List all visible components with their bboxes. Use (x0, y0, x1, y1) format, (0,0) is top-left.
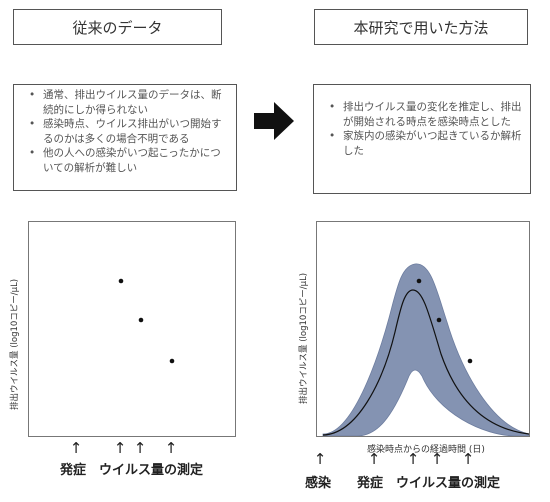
viral-load-measurement-label: ウイルス量の測定 (396, 476, 501, 491)
this-study-note-item: 家族内の感染がいつ起きているか解析した (329, 129, 524, 158)
time-since-infection-axis-label: 感染時点からの経過時間 (日) (367, 445, 485, 455)
measurement-arrow-icon: ↑ (164, 439, 178, 457)
conventional-notes-box: 通常、排出ウイルス量のデータは、断続的にしか得られない 感染時点、ウイルス排出が… (13, 84, 237, 191)
this-study-method-title: 本研究で用いた方法 (314, 9, 528, 45)
viral-load-measurement-label: ウイルス量の測定 (99, 463, 204, 478)
this-study-notes-list: 排出ウイルス量の変化を推定し、排出が開始される時点を感染時点とした 家族内の感染… (322, 100, 524, 158)
measurement-point (169, 358, 175, 364)
measurement-point (416, 278, 422, 284)
this-study-notes-box: 排出ウイルス量の変化を推定し、排出が開始される時点を感染時点とした 家族内の感染… (313, 84, 531, 194)
conventional-data-title-text: 従来のデータ (72, 18, 163, 37)
conventional-y-axis-label: 排出ウイルス量 (log10コピー/μL) (10, 278, 20, 410)
infection-arrow-icon: ↑ (313, 450, 327, 468)
onset-label: 発症 (357, 476, 384, 491)
measurement-point (138, 317, 144, 323)
right-arrow-icon (254, 102, 294, 140)
onset-arrow-icon: ↑ (69, 439, 83, 457)
conventional-note-item: 感染時点、ウイルス排出がいつ開始するのかは多くの場合不明である (29, 117, 230, 146)
estimated-plot-svg (322, 263, 530, 437)
estimated-viral-load-curve (322, 289, 530, 436)
estimated-plot (316, 221, 530, 437)
estimated-y-axis-label: 排出ウイルス量 (log10コピー/μL) (299, 272, 309, 404)
this-study-note-item: 排出ウイルス量の変化を推定し、排出が開始される時点を感染時点とした (329, 100, 524, 129)
conventional-plot (28, 221, 236, 437)
this-study-method-title-text: 本研究で用いた方法 (353, 18, 489, 37)
measurement-arrow-icon: ↑ (113, 439, 127, 457)
measurement-arrow-icon: ↑ (461, 450, 475, 468)
conventional-note-item: 通常、排出ウイルス量のデータは、断続的にしか得られない (29, 88, 230, 117)
onset-arrow-icon: ↑ (367, 450, 381, 468)
measurement-arrow-icon: ↑ (430, 450, 444, 468)
conventional-plot-svg (118, 278, 175, 364)
conventional-data-title: 従来のデータ (13, 9, 222, 45)
measurement-point (436, 317, 442, 323)
measurement-point (118, 278, 124, 284)
confidence-band (322, 263, 530, 437)
conventional-note-item: 他の人への感染がいつ起こったかについての解析が難しい (29, 146, 230, 175)
conventional-notes-list: 通常、排出ウイルス量のデータは、断続的にしか得られない 感染時点、ウイルス排出が… (22, 88, 230, 175)
infection-label: 感染 (305, 476, 332, 491)
onset-label: 発症 (60, 463, 87, 478)
measurement-arrow-icon: ↑ (133, 439, 147, 457)
measurement-arrow-icon: ↑ (406, 450, 420, 468)
measurement-point (467, 358, 473, 364)
